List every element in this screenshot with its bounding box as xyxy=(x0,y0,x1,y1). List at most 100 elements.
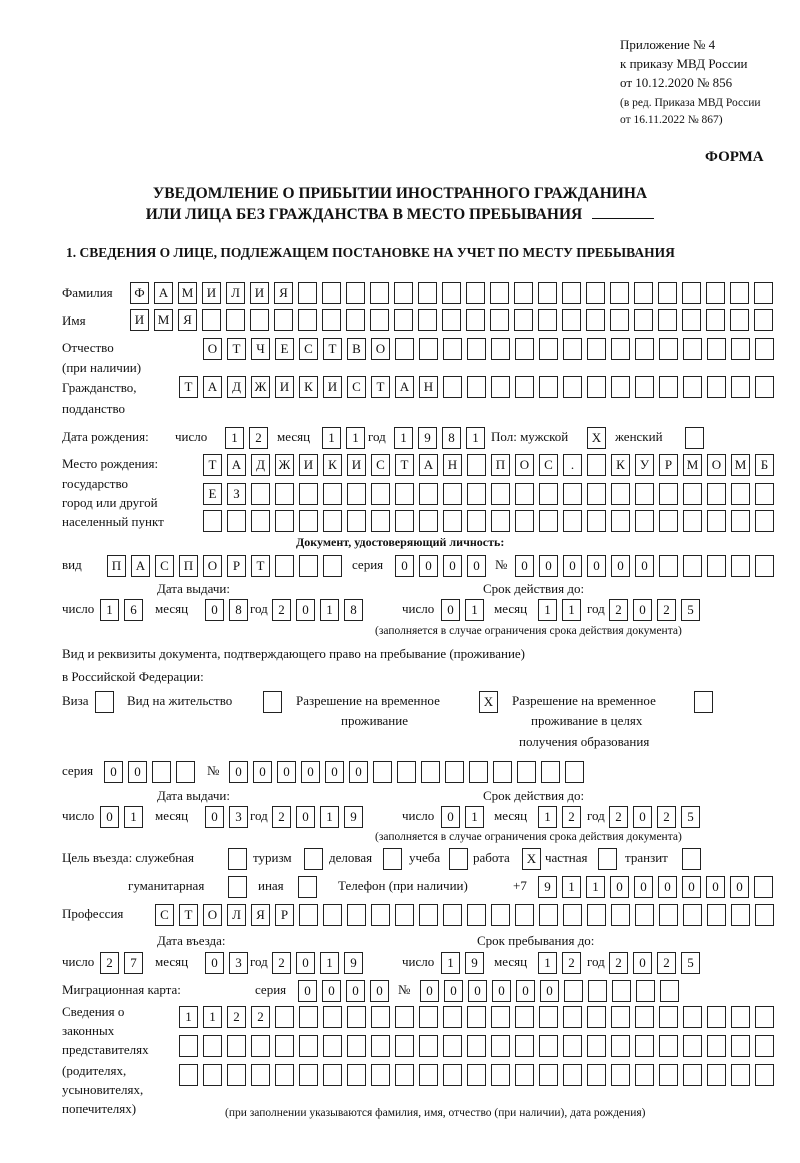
birthplace-2-cell[interactable] xyxy=(275,483,294,505)
mc-series-cell[interactable]: 0 xyxy=(370,980,389,1002)
surname-cell[interactable]: Л xyxy=(226,282,245,304)
profession-cell[interactable] xyxy=(731,904,750,926)
id-kind-cell[interactable]: С xyxy=(155,555,174,577)
stay-until-month-cell[interactable]: 2 xyxy=(562,952,581,974)
surname-cell[interactable]: Я xyxy=(274,282,293,304)
id-kind-cell[interactable]: П xyxy=(179,555,198,577)
birthplace-3-cell[interactable] xyxy=(659,510,678,532)
surname-cell[interactable] xyxy=(658,282,677,304)
id-issue-day-cell[interactable]: 6 xyxy=(124,599,143,621)
purpose-study-cell[interactable] xyxy=(449,848,468,870)
purpose-private-cell[interactable] xyxy=(598,848,617,870)
id-valid-day-cell[interactable]: 1 xyxy=(465,599,484,621)
mc-number-cell[interactable] xyxy=(660,980,679,1002)
entry-year-cell[interactable]: 9 xyxy=(344,952,363,974)
surname-cell[interactable] xyxy=(754,282,773,304)
citizenship-cell[interactable] xyxy=(539,376,558,398)
dob-month-cell[interactable]: 1 xyxy=(346,427,365,449)
id-issue-year-cell[interactable]: 0 xyxy=(296,599,315,621)
reps-3-cell[interactable] xyxy=(707,1064,726,1086)
birthplace-3-cell[interactable] xyxy=(443,510,462,532)
dob-month-cell[interactable]: 1 xyxy=(322,427,341,449)
citizenship-cell[interactable]: Т xyxy=(371,376,390,398)
citizenship-cell[interactable]: А xyxy=(395,376,414,398)
citizenship-cell[interactable] xyxy=(683,376,702,398)
birthplace-3-cell[interactable] xyxy=(299,510,318,532)
stay-series-cell[interactable] xyxy=(152,761,171,783)
reps-1-cell[interactable] xyxy=(275,1006,294,1028)
reps-1-cell[interactable] xyxy=(587,1006,606,1028)
birthplace-1-cell[interactable]: Н xyxy=(443,454,462,476)
name-cell[interactable] xyxy=(466,309,485,331)
stay-until-day-cell[interactable]: 1 xyxy=(441,952,460,974)
birthplace-1-cell[interactable]: А xyxy=(419,454,438,476)
profession-cell[interactable]: Л xyxy=(227,904,246,926)
id-number-cell[interactable] xyxy=(755,555,774,577)
profession-cell[interactable]: Я xyxy=(251,904,270,926)
stay-number-cell[interactable] xyxy=(565,761,584,783)
birthplace-3-cell[interactable] xyxy=(707,510,726,532)
reps-1-cell[interactable]: 2 xyxy=(227,1006,246,1028)
birthplace-2-cell[interactable] xyxy=(707,483,726,505)
id-issue-day-cell[interactable]: 1 xyxy=(100,599,119,621)
name-cell[interactable] xyxy=(730,309,749,331)
citizenship-cell[interactable]: Д xyxy=(227,376,246,398)
purpose-business-cell[interactable] xyxy=(383,848,402,870)
birthplace-1-cell[interactable]: А xyxy=(227,454,246,476)
mc-number-cell[interactable] xyxy=(588,980,607,1002)
birthplace-3-cell[interactable] xyxy=(227,510,246,532)
birthplace-1-cell[interactable]: Б xyxy=(755,454,774,476)
stay-issue-year-cell[interactable]: 2 xyxy=(272,806,291,828)
entry-year-cell[interactable]: 1 xyxy=(320,952,339,974)
mc-number-cell[interactable]: 0 xyxy=(540,980,559,1002)
stay-number-cell[interactable] xyxy=(373,761,392,783)
stay-number-cell[interactable]: 0 xyxy=(349,761,368,783)
residence-permit-cell[interactable] xyxy=(263,691,282,713)
reps-2-cell[interactable] xyxy=(659,1035,678,1057)
name-cell[interactable] xyxy=(442,309,461,331)
birthplace-2-cell[interactable] xyxy=(563,483,582,505)
name-cell[interactable] xyxy=(250,309,269,331)
birthplace-2-cell[interactable] xyxy=(731,483,750,505)
purpose-transit-cell[interactable] xyxy=(682,848,701,870)
birthplace-1-cell[interactable] xyxy=(587,454,606,476)
name-cell[interactable] xyxy=(514,309,533,331)
reps-3-cell[interactable] xyxy=(635,1064,654,1086)
stay-issue-month-cell[interactable]: 0 xyxy=(205,806,224,828)
reps-2-cell[interactable] xyxy=(371,1035,390,1057)
profession-cell[interactable]: О xyxy=(203,904,222,926)
dob-year-cell[interactable]: 1 xyxy=(394,427,413,449)
purpose-other-cell[interactable] xyxy=(298,876,317,898)
birthplace-1-cell[interactable]: У xyxy=(635,454,654,476)
reps-2-cell[interactable] xyxy=(179,1035,198,1057)
citizenship-cell[interactable] xyxy=(563,376,582,398)
mc-series-cell[interactable]: 0 xyxy=(346,980,365,1002)
birthplace-3-cell[interactable] xyxy=(635,510,654,532)
citizenship-cell[interactable] xyxy=(635,376,654,398)
citizenship-cell[interactable] xyxy=(587,376,606,398)
reps-2-cell[interactable] xyxy=(347,1035,366,1057)
reps-3-cell[interactable] xyxy=(443,1064,462,1086)
entry-day-cell[interactable]: 7 xyxy=(124,952,143,974)
birthplace-3-cell[interactable] xyxy=(467,510,486,532)
birthplace-1-cell[interactable]: К xyxy=(611,454,630,476)
profession-cell[interactable] xyxy=(611,904,630,926)
patronymic-cell[interactable]: Ч xyxy=(251,338,270,360)
id-number-cell[interactable] xyxy=(707,555,726,577)
reps-1-cell[interactable] xyxy=(395,1006,414,1028)
stay-issue-year-cell[interactable]: 9 xyxy=(344,806,363,828)
phone-cell[interactable]: 0 xyxy=(658,876,677,898)
citizenship-cell[interactable] xyxy=(659,376,678,398)
birthplace-2-cell[interactable] xyxy=(491,483,510,505)
reps-3-cell[interactable] xyxy=(395,1064,414,1086)
stay-series-cell[interactable] xyxy=(176,761,195,783)
mc-number-cell[interactable]: 0 xyxy=(468,980,487,1002)
surname-cell[interactable] xyxy=(394,282,413,304)
name-cell[interactable] xyxy=(682,309,701,331)
patronymic-cell[interactable] xyxy=(491,338,510,360)
profession-cell[interactable] xyxy=(563,904,582,926)
stay-number-cell[interactable] xyxy=(541,761,560,783)
id-number-cell[interactable] xyxy=(683,555,702,577)
patronymic-cell[interactable]: О xyxy=(371,338,390,360)
dob-day-cell[interactable]: 1 xyxy=(225,427,244,449)
